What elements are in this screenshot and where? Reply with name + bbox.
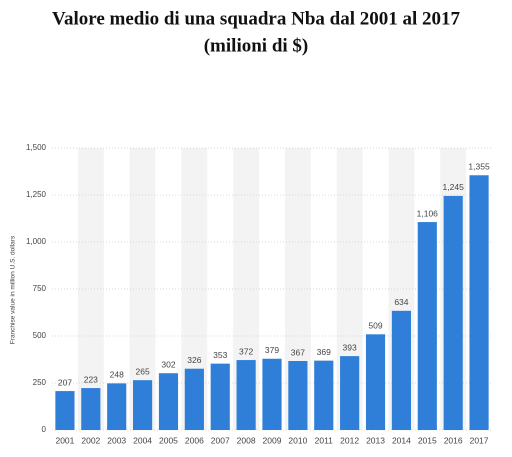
- x-tick-label: 2006: [185, 435, 204, 445]
- bar: [417, 222, 437, 430]
- x-tick-label: 2014: [392, 435, 411, 445]
- chart-title: Valore medio di una squadra Nba dal 2001…: [52, 8, 461, 29]
- bar: [443, 195, 463, 430]
- chart-subtitle: (milioni di $): [204, 35, 309, 56]
- y-tick-label: 1,500: [26, 143, 47, 152]
- x-tick-label: 2005: [159, 435, 178, 445]
- value-label: 353: [213, 350, 227, 360]
- value-label: 509: [368, 321, 382, 331]
- y-tick-label: 500: [33, 331, 47, 340]
- value-label: 223: [84, 374, 98, 384]
- value-label: 1,355: [468, 162, 490, 172]
- value-label: 302: [161, 359, 175, 369]
- bar: [365, 334, 386, 430]
- x-tick-label: 2009: [263, 435, 282, 445]
- y-tick-label: 750: [33, 284, 47, 293]
- value-label: 248: [110, 370, 124, 380]
- x-tick-label: 2004: [133, 435, 152, 445]
- x-tick-label: 2003: [107, 435, 126, 445]
- x-tick-label: 2017: [470, 435, 489, 445]
- value-label: 379: [265, 345, 279, 355]
- y-tick-label: 250: [33, 378, 47, 387]
- bar: [158, 373, 179, 430]
- bar: [469, 175, 489, 430]
- x-tick-label: 2002: [81, 435, 100, 445]
- bar: [55, 391, 75, 430]
- y-tick-label: 0: [42, 425, 47, 434]
- bar: [81, 388, 101, 430]
- value-label: 265: [135, 366, 149, 376]
- value-label: 367: [291, 347, 305, 357]
- value-label: 326: [187, 355, 201, 365]
- y-tick-label: 1,250: [26, 190, 47, 199]
- bar: [391, 310, 411, 430]
- bar: [340, 356, 360, 430]
- value-label: 372: [239, 346, 253, 356]
- x-tick-label: 2016: [444, 435, 463, 445]
- x-tick-label: 2012: [340, 435, 359, 445]
- x-tick-label: 2010: [288, 435, 307, 445]
- bar: [236, 360, 256, 430]
- y-tick-label: 1,000: [26, 237, 47, 246]
- bar: [107, 383, 127, 430]
- background-band: [77, 148, 104, 430]
- bar: [262, 358, 282, 430]
- x-tick-label: 2013: [366, 435, 385, 445]
- y-axis-label: Franchise value in million U.S. dollars: [10, 235, 17, 344]
- bar: [210, 363, 230, 430]
- value-label: 1,106: [417, 208, 439, 218]
- value-label: 207: [58, 377, 72, 387]
- value-label: 369: [317, 347, 331, 357]
- value-label: 1,245: [443, 182, 465, 192]
- bar: [314, 360, 334, 430]
- x-tick-label: 2008: [237, 435, 256, 445]
- bar: [133, 380, 153, 430]
- x-tick-label: 2015: [418, 435, 437, 445]
- x-tick-label: 2011: [315, 435, 334, 445]
- value-label: 634: [394, 297, 408, 307]
- value-label: 393: [343, 342, 357, 352]
- x-tick-label: 2001: [55, 435, 74, 445]
- x-tick-label: 2007: [211, 435, 230, 445]
- bar: [184, 368, 204, 430]
- bar: [288, 361, 308, 430]
